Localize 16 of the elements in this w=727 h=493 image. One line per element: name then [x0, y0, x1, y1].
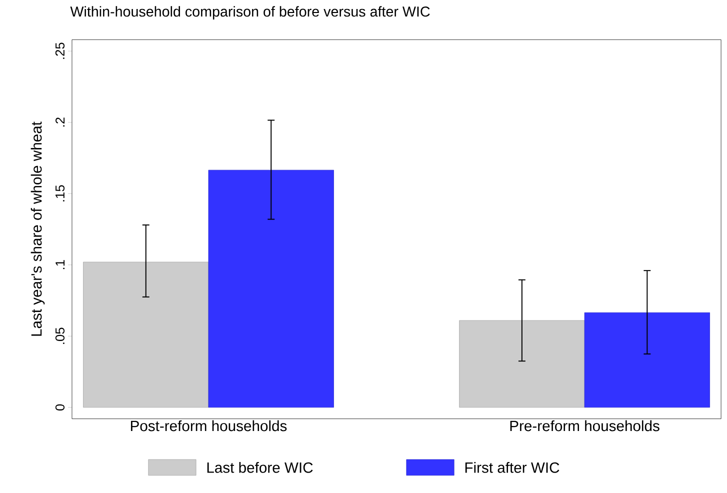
y-tick-label: .25	[55, 42, 65, 59]
legend-label: First after WIC	[465, 462, 560, 473]
y-tick-label: .2	[56, 118, 65, 126]
bar	[83, 262, 209, 408]
y-tick-label: 0	[55, 404, 65, 410]
x-tick-label: Pre-reform households	[510, 420, 660, 432]
y-tick-label: .15	[56, 185, 65, 202]
y-tick-label: .05	[55, 328, 65, 344]
bar	[584, 312, 710, 408]
y-tick-label: .1	[56, 260, 65, 269]
x-tick-label: Post-reform households	[130, 420, 287, 432]
bar	[208, 170, 334, 408]
y-axis-title: Last year's share of whole wheat	[30, 122, 45, 336]
chart-title: Within-household comparison of before versus after WIC	[70, 6, 430, 20]
legend-label: Last before WIC	[207, 462, 313, 473]
bar	[459, 320, 585, 408]
